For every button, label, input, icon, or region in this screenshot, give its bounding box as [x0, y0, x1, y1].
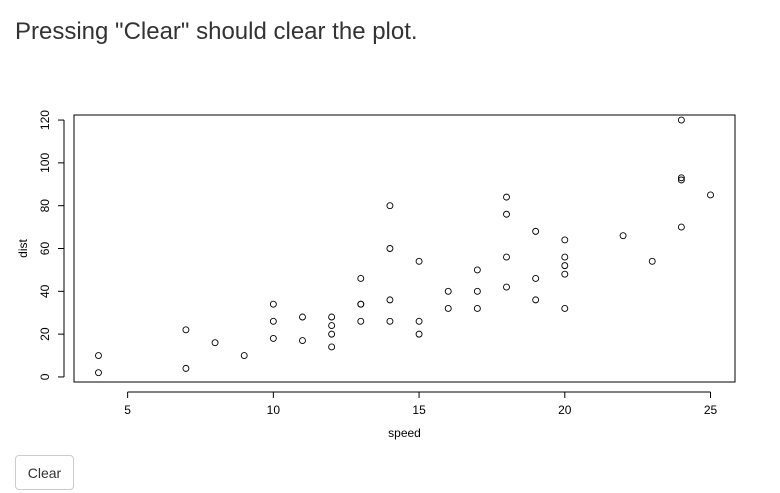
data-point	[503, 193, 510, 201]
x-tick-label: 20	[558, 403, 572, 417]
data-point	[95, 369, 102, 377]
data-point	[561, 270, 569, 278]
data-point	[532, 227, 540, 235]
data-point	[677, 223, 685, 231]
data-point	[328, 322, 336, 330]
data-point	[240, 352, 248, 359]
x-tick-label: 15	[412, 403, 426, 417]
y-axis-label: dist	[16, 239, 30, 258]
data-point	[473, 287, 481, 295]
y-tick-label: 0	[38, 373, 52, 380]
y-tick-label: 120	[38, 110, 52, 130]
x-axis-label: speed	[388, 426, 421, 440]
data-point	[648, 257, 656, 265]
data-point	[328, 313, 336, 321]
data-point	[561, 253, 569, 261]
data-point	[328, 330, 336, 338]
plot-canvas: 5 10 15 20 25 0 20 40 60 80 100 120 speed dist	[16, 110, 736, 440]
data-point	[386, 296, 394, 304]
y-tick-label: 80	[38, 199, 52, 213]
data-point	[269, 300, 277, 308]
data-point	[444, 287, 452, 295]
data-point	[386, 245, 394, 252]
x-tick-label: 5	[124, 403, 131, 417]
y-tick-label: 100	[38, 153, 52, 173]
data-point	[561, 262, 569, 270]
data-point	[444, 304, 452, 312]
x-tick-label: 10	[267, 403, 281, 417]
data-point	[182, 326, 190, 334]
data-point	[677, 176, 685, 184]
scatter-plot: 5 10 15 20 25 0 20 40 60 80 100 120 speed dist	[0, 90, 780, 450]
data-point	[357, 275, 365, 282]
data-point	[561, 236, 569, 244]
data-point	[211, 339, 219, 347]
data-point	[503, 253, 510, 261]
data-point	[182, 364, 190, 372]
data-point	[386, 317, 394, 325]
data-point	[415, 317, 423, 325]
x-tick-label: 25	[704, 403, 718, 417]
data-point	[415, 330, 423, 338]
data-point	[299, 313, 306, 321]
data-point	[677, 174, 685, 182]
data-point	[473, 304, 481, 312]
data-point	[328, 343, 336, 351]
clear-button[interactable]: Clear	[15, 455, 74, 490]
data-point	[619, 232, 627, 240]
data-point	[473, 266, 481, 274]
data-point	[503, 283, 510, 291]
data-point	[95, 352, 102, 359]
data-point	[532, 275, 540, 282]
data-point	[357, 300, 365, 308]
data-point	[707, 191, 714, 199]
y-tick-label: 20	[38, 327, 52, 341]
data-point	[677, 116, 685, 124]
data-point	[357, 317, 365, 325]
page-title: Pressing "Clear" should clear the plot.	[15, 18, 418, 45]
data-point	[532, 296, 540, 304]
data-point	[415, 257, 423, 265]
plot-frame	[73, 114, 736, 383]
data-point	[269, 334, 277, 342]
data-point	[503, 210, 510, 218]
y-tick-label: 40	[38, 284, 52, 298]
y-tick-label: 60	[38, 242, 52, 256]
data-point	[269, 317, 277, 325]
data-point	[386, 202, 394, 210]
data-point	[561, 304, 569, 312]
data-point	[299, 337, 306, 345]
